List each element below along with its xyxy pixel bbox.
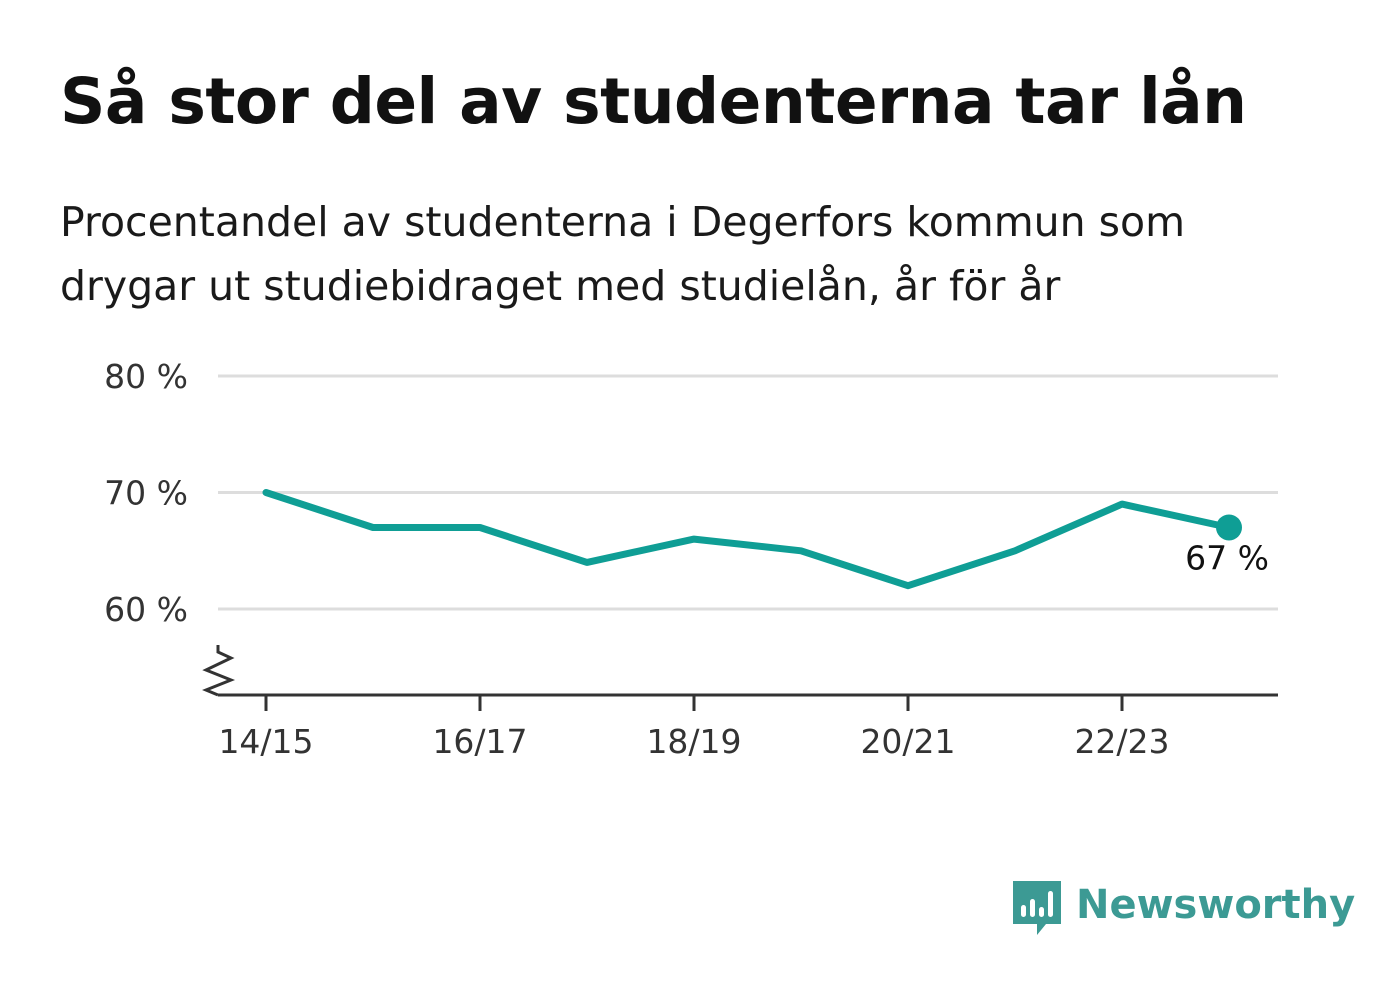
x-tick-label: 14/15 bbox=[218, 722, 313, 761]
end-point-marker bbox=[1216, 514, 1242, 541]
brand-logo: Newsworthy bbox=[1010, 878, 1355, 940]
x-tick-label: 22/23 bbox=[1074, 722, 1169, 761]
end-value-label: 67 % bbox=[1185, 538, 1269, 577]
axis-break-icon bbox=[202, 645, 236, 697]
newsworthy-logo-icon bbox=[1013, 881, 1061, 935]
series-layer bbox=[262, 489, 1242, 590]
y-tick-label: 60 % bbox=[104, 590, 188, 629]
x-tick-label: 18/19 bbox=[646, 722, 741, 761]
chart-title: Så stor del av studenterna tar lån bbox=[60, 65, 1247, 138]
grid-lines bbox=[218, 374, 1278, 611]
y-tick-label: 80 % bbox=[104, 357, 188, 396]
chart-subtitle: Procentandel av studenterna i Degerfors … bbox=[60, 198, 1186, 310]
x-axis bbox=[202, 645, 1278, 711]
y-tick-label: 70 % bbox=[104, 474, 188, 513]
tick-labels: 60 % 70 % 80 % 14/15 16/17 18/19 20/21 22/23 67 … bbox=[104, 357, 1269, 761]
x-tick-label: 20/21 bbox=[860, 722, 955, 761]
x-tick-label: 16/17 bbox=[432, 722, 527, 761]
brand-name: Newsworthy bbox=[1076, 882, 1356, 928]
series-line bbox=[262, 489, 1233, 590]
